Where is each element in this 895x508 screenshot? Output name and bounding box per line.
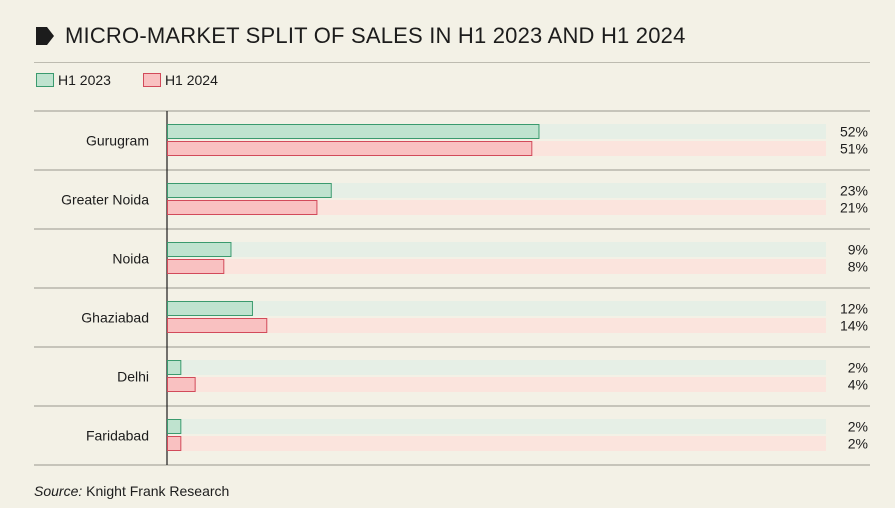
data-label: 52% (840, 124, 868, 140)
bar-h1-2024 (167, 377, 196, 392)
category-label: Greater Noida (61, 192, 149, 208)
bar-h1-2024 (167, 318, 268, 333)
category-label: Delhi (117, 369, 149, 385)
bar-track (168, 183, 826, 198)
bar-track (168, 360, 826, 375)
bar-track (168, 242, 826, 257)
bar-h1-2024 (167, 436, 182, 451)
chart-legend: H1 2023 H1 2024 (36, 72, 250, 88)
bar-h1-2023 (167, 124, 540, 139)
chart-title: MICRO-MARKET SPLIT OF SALES IN H1 2023 A… (65, 23, 686, 48)
data-label: 21% (840, 200, 868, 216)
legend-swatch-h1-2023 (36, 73, 54, 87)
bar-track (168, 301, 826, 316)
legend-label-h1-2024: H1 2024 (164, 72, 218, 88)
data-label: 12% (840, 301, 868, 317)
bar-track (168, 318, 826, 333)
bar-track (168, 200, 826, 215)
bar-h1-2024 (167, 141, 533, 156)
data-label: 2% (848, 360, 868, 376)
data-label: 8% (848, 259, 868, 275)
data-label: 23% (840, 183, 868, 199)
data-label: 2% (848, 436, 868, 452)
category-label: Faridabad (86, 428, 149, 444)
category-label: Gurugram (86, 133, 149, 149)
legend-item-h1-2023: H1 2023 (36, 72, 111, 88)
legend-swatch-h1-2024 (142, 73, 161, 87)
bar-h1-2023 (167, 183, 332, 198)
bar-h1-2023 (167, 242, 232, 257)
bar-track (168, 419, 826, 434)
data-label: 9% (848, 242, 868, 258)
data-label: 14% (840, 318, 868, 334)
chart-title-row: MICRO-MARKET SPLIT OF SALES IN H1 2023 A… (34, 22, 686, 50)
data-label: 2% (848, 419, 868, 435)
data-label: 4% (848, 377, 868, 393)
source-label: Source: (34, 483, 83, 499)
title-divider (34, 62, 870, 63)
bar-track (168, 377, 826, 392)
category-label: Ghaziabad (81, 310, 149, 326)
source-text: Knight Frank Research (86, 483, 230, 499)
bar-h1-2023 (167, 360, 182, 375)
tag-icon (36, 27, 54, 45)
legend-label-h1-2023: H1 2023 (58, 72, 111, 88)
category-label: Noida (112, 251, 149, 267)
bar-track (168, 259, 826, 274)
bar-h1-2023 (167, 301, 253, 316)
source-note: Source: Knight Frank Research (34, 483, 229, 499)
bar-track (168, 436, 826, 451)
data-label: 51% (840, 141, 868, 157)
legend-item-h1-2024: H1 2024 (142, 72, 218, 88)
bar-h1-2024 (167, 200, 318, 215)
bar-h1-2024 (167, 259, 225, 274)
bar-h1-2023 (167, 419, 182, 434)
